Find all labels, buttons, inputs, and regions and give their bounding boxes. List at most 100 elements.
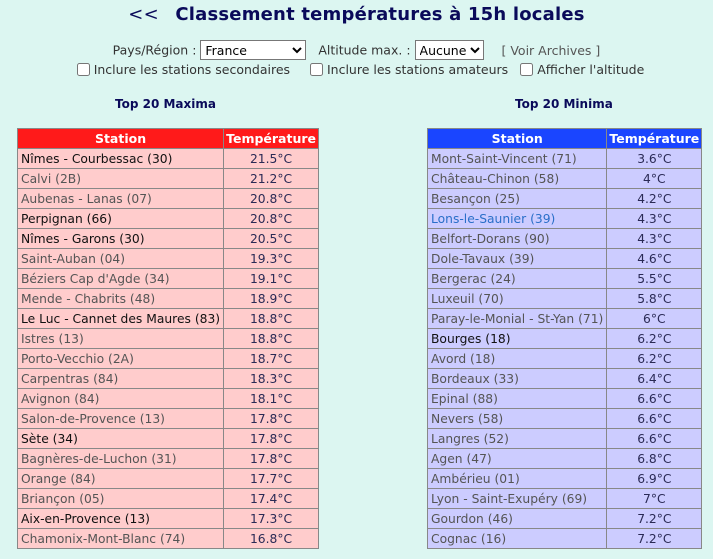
station-name[interactable]: Dole-Tavaux (39) xyxy=(426,248,608,269)
minima-header-row: Station Température xyxy=(426,128,703,149)
station-name[interactable]: Epinal (88) xyxy=(426,388,608,409)
altitude-label: Altitude max. : xyxy=(318,42,411,58)
station-name[interactable]: Bourges (18) xyxy=(426,328,608,349)
temperature-value: 20.8°C xyxy=(223,208,320,229)
temperature-value: 4.6°C xyxy=(606,248,703,269)
station-name[interactable]: Carpentras (84) xyxy=(16,368,225,389)
table-row: Langres (52) 6.6°C xyxy=(426,428,703,449)
station-name[interactable]: Bagnères-de-Luchon (31) xyxy=(16,448,225,469)
table-row: Bordeaux (33) 6.4°C xyxy=(426,368,703,389)
station-name[interactable]: Béziers Cap d'Agde (34) xyxy=(16,268,225,289)
back-link[interactable]: << xyxy=(128,4,159,25)
station-name[interactable]: Gourdon (46) xyxy=(426,508,608,529)
temperature-value: 18.1°C xyxy=(223,388,320,409)
temperature-value: 6.8°C xyxy=(606,448,703,469)
station-name[interactable]: Avignon (84) xyxy=(16,388,225,409)
station-name[interactable]: Salon-de-Provence (13) xyxy=(16,408,225,429)
table-row: Belfort-Dorans (90) 4.3°C xyxy=(426,228,703,249)
temperature-value: 4.3°C xyxy=(606,228,703,249)
temperature-value: 4.3°C xyxy=(606,208,703,229)
temperature-value: 20.5°C xyxy=(223,228,320,249)
table-row: Mont-Saint-Vincent (71) 3.6°C xyxy=(426,148,703,169)
temperature-value: 6.9°C xyxy=(606,468,703,489)
temperature-value: 6°C xyxy=(606,308,703,329)
station-name[interactable]: Château-Chinon (58) xyxy=(426,168,608,189)
table-row: Aix-en-Provence (13) 17.3°C xyxy=(16,508,320,529)
station-name[interactable]: Porto-Vecchio (2A) xyxy=(16,348,225,369)
station-name[interactable]: Luxeuil (70) xyxy=(426,288,608,309)
show-altitude-label: Afficher l'altitude xyxy=(537,62,645,77)
table-row: Lyon - Saint-Exupéry (69) 7°C xyxy=(426,488,703,509)
station-name[interactable]: Bordeaux (33) xyxy=(426,368,608,389)
temperature-value: 17.8°C xyxy=(223,428,320,449)
station-name[interactable]: Agen (47) xyxy=(426,448,608,469)
temperature-value: 21.5°C xyxy=(223,148,320,169)
station-column-header[interactable]: Station xyxy=(426,128,608,149)
temperature-value: 6.2°C xyxy=(606,328,703,349)
station-name[interactable]: Mont-Saint-Vincent (71) xyxy=(426,148,608,169)
temperature-value: 5.8°C xyxy=(606,288,703,309)
table-row: Briançon (05) 17.4°C xyxy=(16,488,320,509)
amateur-stations-checkbox[interactable] xyxy=(309,63,323,76)
station-name[interactable]: Istres (13) xyxy=(16,328,225,349)
temperature-value: 17.8°C xyxy=(223,408,320,429)
altitude-select[interactable]: Aucune xyxy=(414,40,484,60)
temperature-value: 5.5°C xyxy=(606,268,703,289)
temperature-value: 7.2°C xyxy=(606,508,703,529)
station-name[interactable]: Perpignan (66) xyxy=(16,208,225,229)
station-name[interactable]: Le Luc - Cannet des Maures (83) xyxy=(16,308,225,329)
temperature-value: 6.6°C xyxy=(606,388,703,409)
table-row: Salon-de-Provence (13) 17.8°C xyxy=(16,408,320,429)
station-name[interactable]: Orange (84) xyxy=(16,468,225,489)
table-row: Ambérieu (01) 6.9°C xyxy=(426,468,703,489)
station-name[interactable]: Calvi (2B) xyxy=(16,168,225,189)
station-column-header[interactable]: Station xyxy=(16,128,225,149)
temperature-value: 16.8°C xyxy=(223,528,320,549)
station-name[interactable]: Chamonix-Mont-Blanc (74) xyxy=(16,528,225,549)
station-name[interactable]: Lyon - Saint-Exupéry (69) xyxy=(426,488,608,509)
temperature-value: 7°C xyxy=(606,488,703,509)
temperature-column-header[interactable]: Température xyxy=(606,128,703,149)
temperature-value: 18.3°C xyxy=(223,368,320,389)
station-name[interactable]: Aix-en-Provence (13) xyxy=(16,508,225,529)
archives-link[interactable]: [ Voir Archives ] xyxy=(501,42,601,58)
station-name[interactable]: Cognac (16) xyxy=(426,528,608,549)
station-name[interactable]: Nîmes - Garons (30) xyxy=(16,228,225,249)
table-row: Cognac (16) 7.2°C xyxy=(426,528,703,549)
station-name[interactable]: Lons-le-Saunier (39) xyxy=(426,208,608,229)
secondary-stations-checkbox[interactable] xyxy=(76,63,90,76)
table-row: Besançon (25) 4.2°C xyxy=(426,188,703,209)
station-name[interactable]: Mende - Chabrits (48) xyxy=(16,288,225,309)
station-name[interactable]: Sète (34) xyxy=(16,428,225,449)
temperature-value: 18.8°C xyxy=(223,308,320,329)
station-name[interactable]: Belfort-Dorans (90) xyxy=(426,228,608,249)
station-name[interactable]: Besançon (25) xyxy=(426,188,608,209)
station-name[interactable]: Nîmes - Courbessac (30) xyxy=(16,148,225,169)
table-row: Porto-Vecchio (2A) 18.7°C xyxy=(16,348,320,369)
table-row: Calvi (2B) 21.2°C xyxy=(16,168,320,189)
table-row: Bagnères-de-Luchon (31) 17.8°C xyxy=(16,448,320,469)
amateur-stations-label: Inclure les stations amateurs xyxy=(326,62,509,77)
station-name[interactable]: Langres (52) xyxy=(426,428,608,449)
station-name[interactable]: Bergerac (24) xyxy=(426,268,608,289)
table-row: Lons-le-Saunier (39) 4.3°C xyxy=(426,208,703,229)
table-row: Nîmes - Garons (30) 20.5°C xyxy=(16,228,320,249)
temperature-value: 18.7°C xyxy=(223,348,320,369)
station-name[interactable]: Ambérieu (01) xyxy=(426,468,608,489)
temperature-value: 4°C xyxy=(606,168,703,189)
table-row: Istres (13) 18.8°C xyxy=(16,328,320,349)
show-altitude-checkbox[interactable] xyxy=(520,63,534,76)
station-name[interactable]: Avord (18) xyxy=(426,348,608,369)
station-name[interactable]: Briançon (05) xyxy=(16,488,225,509)
station-name[interactable]: Nevers (58) xyxy=(426,408,608,429)
region-select[interactable]: France xyxy=(200,40,307,60)
station-name[interactable]: Saint-Auban (04) xyxy=(16,248,225,269)
temperature-column-header[interactable]: Température xyxy=(223,128,320,149)
table-row: Le Luc - Cannet des Maures (83) 18.8°C xyxy=(16,308,320,329)
station-name[interactable]: Paray-le-Monial - St-Yan (71) xyxy=(426,308,608,329)
temperature-value: 17.4°C xyxy=(223,488,320,509)
table-row: Saint-Auban (04) 19.3°C xyxy=(16,248,320,269)
table-row: Bourges (18) 6.2°C xyxy=(426,328,703,349)
table-row: Epinal (88) 6.6°C xyxy=(426,388,703,409)
station-name[interactable]: Aubenas - Lanas (07) xyxy=(16,188,225,209)
